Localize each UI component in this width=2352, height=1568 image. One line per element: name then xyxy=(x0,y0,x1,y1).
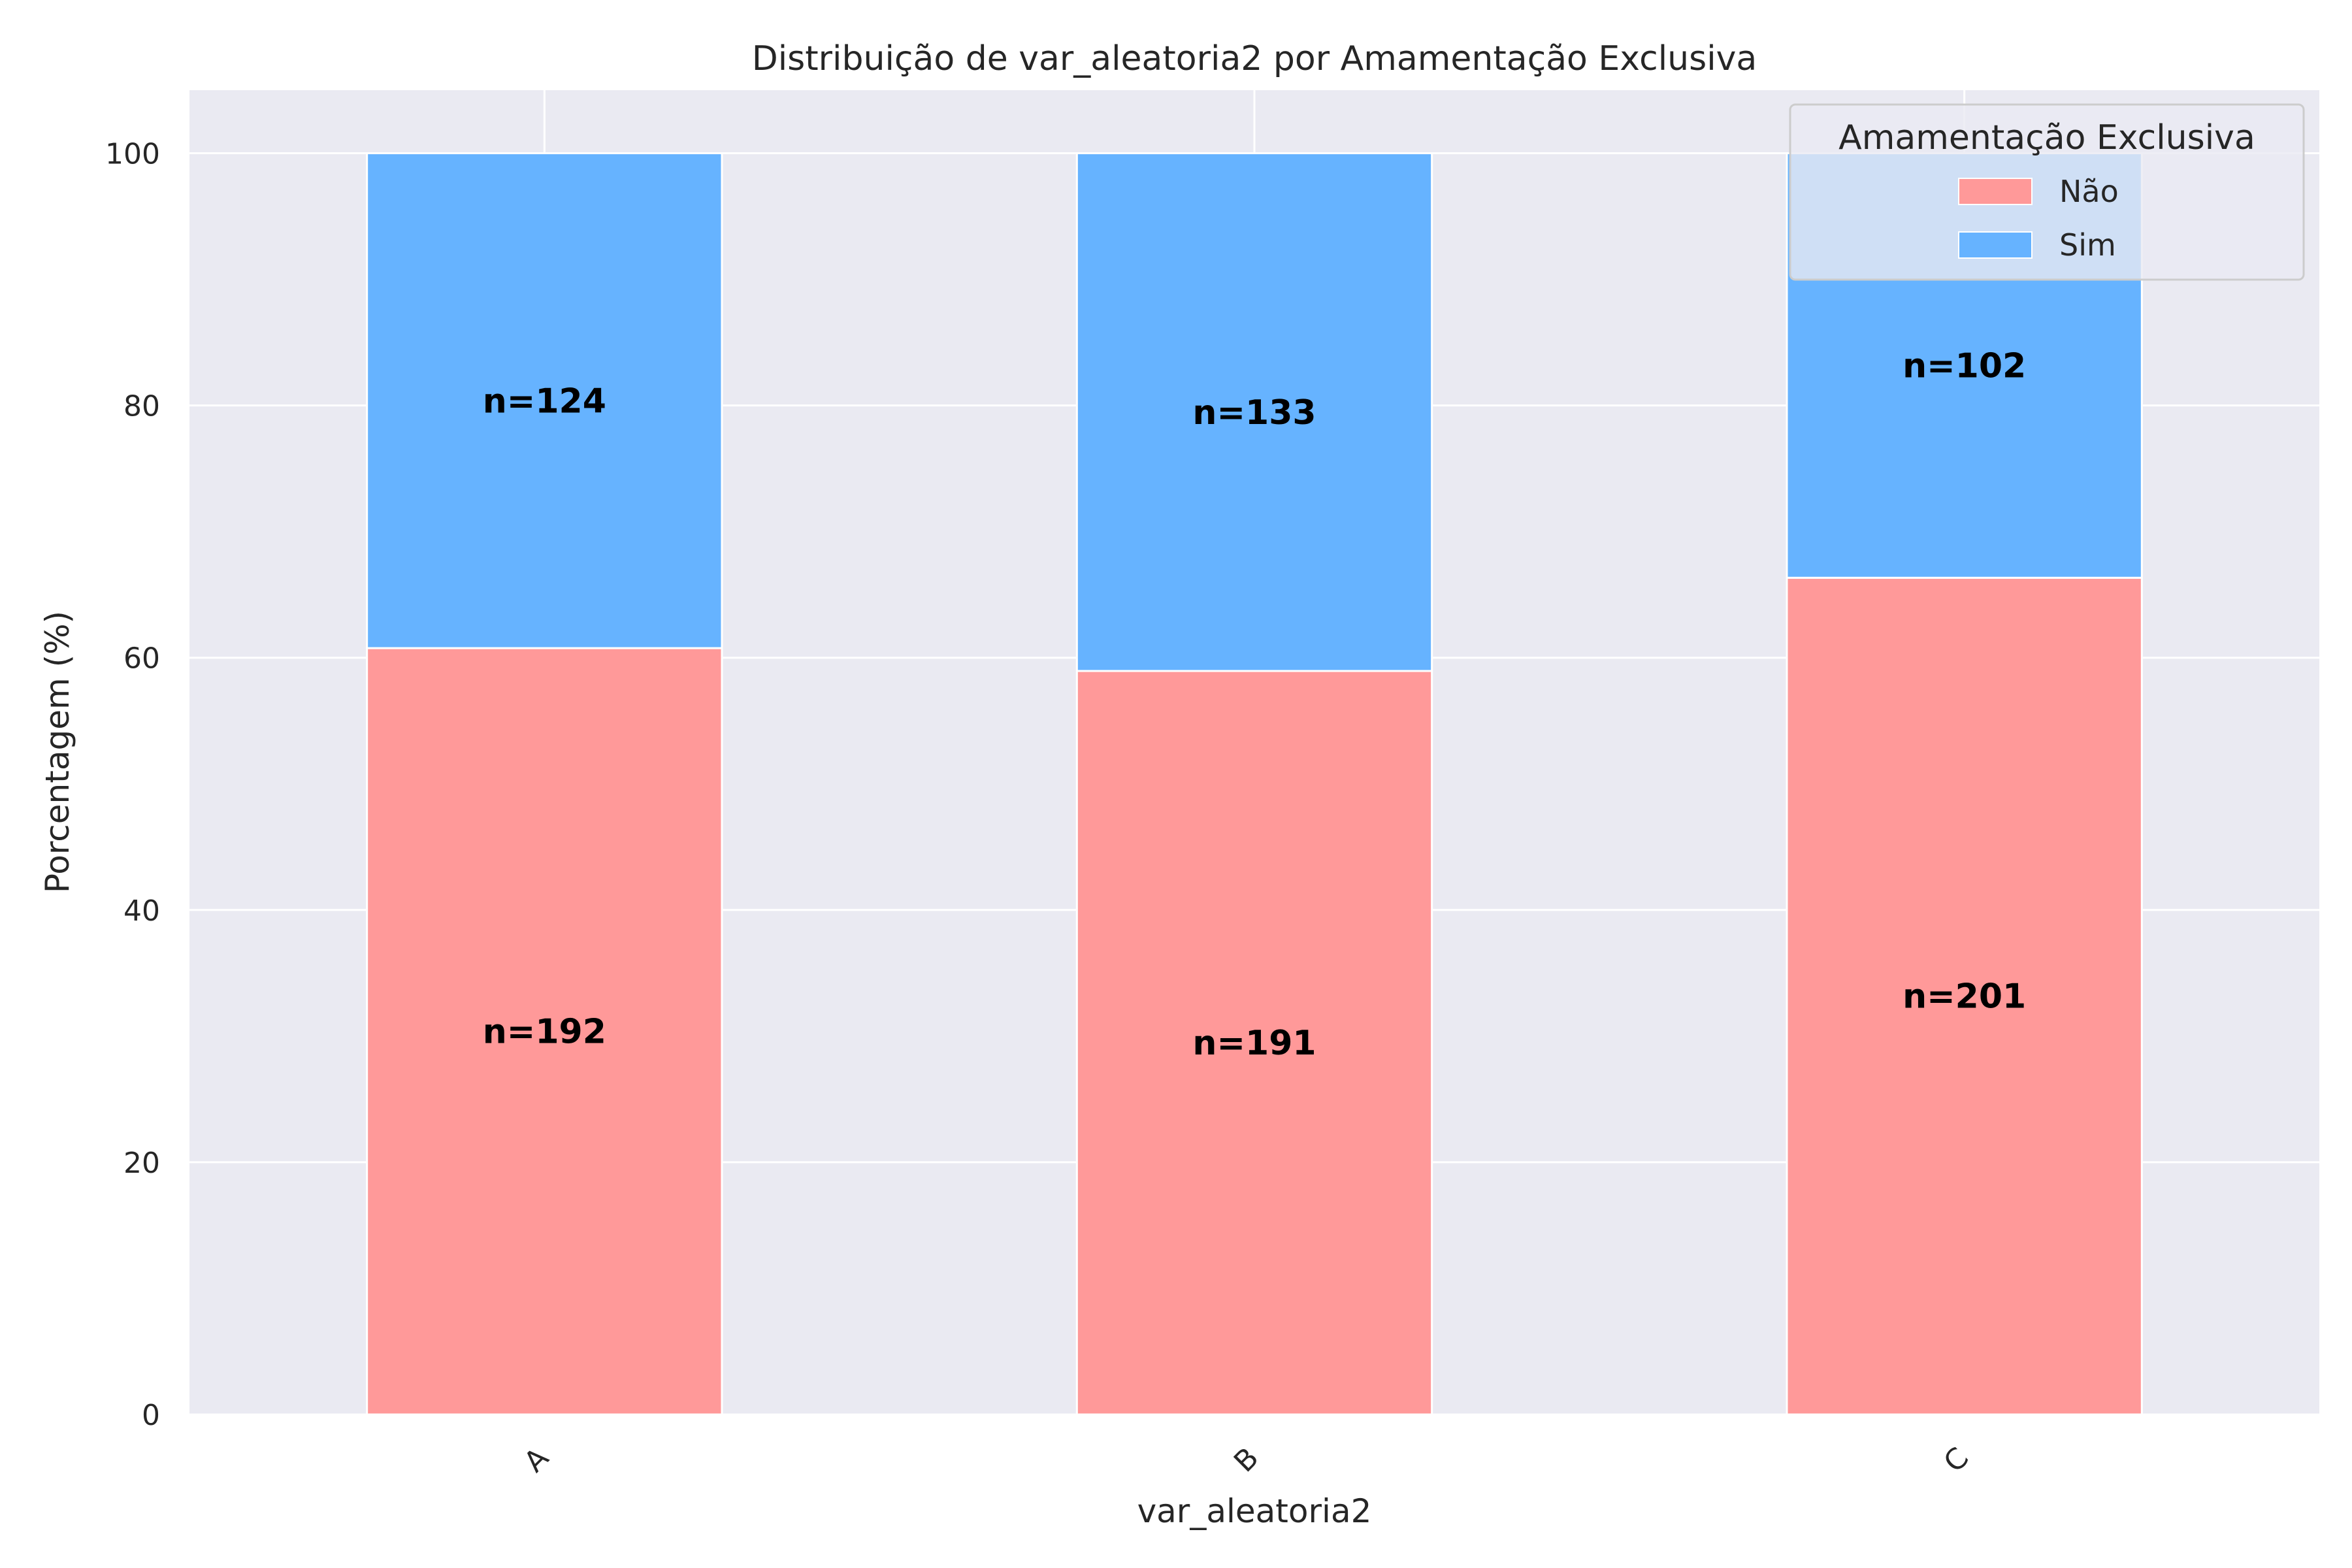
bar-value-label: n=191 xyxy=(1192,1024,1316,1063)
y-tick-label: 80 xyxy=(123,390,160,423)
y-axis-title: Porcentagem (%) xyxy=(39,611,76,893)
bar-value-label: n=102 xyxy=(1903,346,2026,385)
legend-label: Não xyxy=(2059,174,2119,209)
bar-C-nao xyxy=(1786,576,2143,1416)
bar-A-nao xyxy=(366,647,723,1416)
legend-label: Sim xyxy=(2059,227,2116,263)
bar-labels: n=192 n=124 n=191 n=133 n=201 n=102 xyxy=(483,346,2026,1063)
bar-value-label: n=192 xyxy=(483,1013,606,1052)
bar-value-label: n=201 xyxy=(1903,977,2026,1017)
bar-value-label: n=133 xyxy=(1192,393,1316,433)
chart-title: Distribuição de var_aleatoria2 por Amame… xyxy=(752,39,1757,78)
bar-A-sim xyxy=(366,152,723,649)
y-tick-label: 100 xyxy=(105,138,160,171)
y-tick-label: 20 xyxy=(123,1147,160,1180)
y-tick-label: 60 xyxy=(123,642,160,676)
y-tick-label: 40 xyxy=(123,894,160,928)
legend: Amamentação Exclusiva Não Sim xyxy=(1789,103,2305,281)
bar-B-sim xyxy=(1075,152,1433,672)
x-axis-ticks: A B C xyxy=(517,1441,1975,1479)
y-axis-ticks: 0 20 40 60 80 100 xyxy=(105,138,160,1432)
bars xyxy=(366,152,2143,1416)
x-tick-label: A xyxy=(517,1441,555,1478)
x-tick-label: B xyxy=(1228,1441,1265,1478)
y-tick-label: 0 xyxy=(142,1399,160,1432)
legend-swatch xyxy=(1958,178,2033,205)
legend-box xyxy=(1789,103,2305,281)
bar-value-label: n=124 xyxy=(483,382,606,421)
x-axis-title: var_aleatoria2 xyxy=(1137,1492,1372,1530)
legend-swatch xyxy=(1958,231,2033,259)
legend-title: Amamentação Exclusiva xyxy=(1838,118,2255,157)
x-tick-label: C xyxy=(1938,1441,1976,1479)
